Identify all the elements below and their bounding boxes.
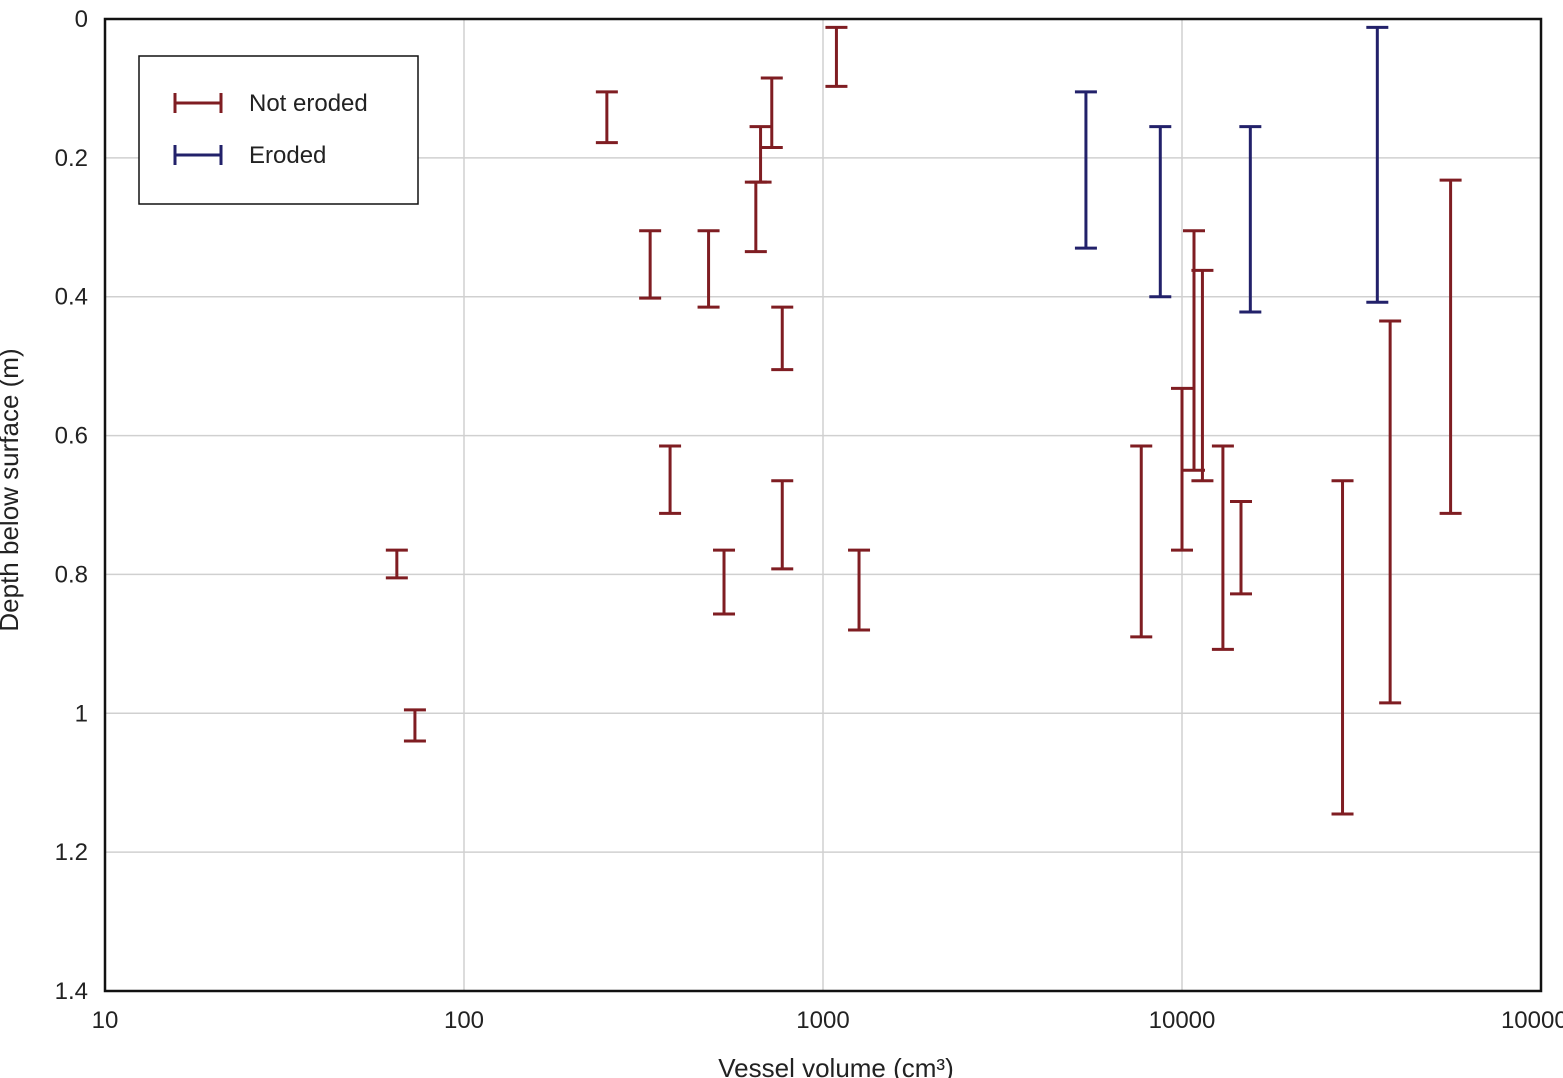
error-bar bbox=[1074, 90, 1097, 250]
error-bar bbox=[771, 479, 794, 571]
error-bar bbox=[744, 180, 767, 254]
x-axis-title: Vessel volume (cm³) bbox=[718, 1053, 954, 1078]
error-bar bbox=[595, 90, 618, 145]
y-axis-title: Depth below surface (m) bbox=[0, 348, 24, 631]
error-bar bbox=[1130, 444, 1153, 639]
error-bar bbox=[697, 229, 720, 309]
error-bar bbox=[1171, 386, 1193, 552]
legend-symbol bbox=[173, 145, 223, 165]
y-tick-label: 0.4 bbox=[55, 284, 88, 311]
y-tick-labels: 0 0.2 0.4 0.6 0.8 1 1.2 1.4 bbox=[55, 6, 88, 1005]
error-bar bbox=[1239, 125, 1262, 314]
legend-symbol bbox=[173, 93, 223, 113]
x-tick-label: 100 bbox=[444, 1007, 484, 1034]
error-bar bbox=[749, 125, 772, 184]
y-tick-label: 0 bbox=[75, 6, 88, 33]
y-tick-label: 0.2 bbox=[55, 145, 88, 172]
legend-label: Eroded bbox=[249, 142, 326, 169]
error-bar bbox=[403, 708, 426, 743]
error-bars bbox=[385, 25, 1462, 816]
series-eroded bbox=[1074, 25, 1389, 314]
error-bar bbox=[1211, 444, 1234, 651]
error-bar bbox=[1191, 268, 1214, 483]
error-bar bbox=[771, 305, 794, 372]
y-tick-label: 1.4 bbox=[55, 978, 88, 1005]
error-bar bbox=[1331, 479, 1354, 816]
error-bar bbox=[1149, 125, 1172, 299]
plot-frame bbox=[103, 17, 1543, 993]
x-tick-label: 10000 bbox=[1149, 1007, 1216, 1034]
legend-label: Not eroded bbox=[249, 90, 368, 117]
legend-box bbox=[138, 55, 419, 205]
error-bar bbox=[639, 229, 662, 300]
error-bar bbox=[659, 444, 682, 515]
series-not-eroded bbox=[385, 25, 1462, 816]
error-bar bbox=[1230, 500, 1253, 596]
legend: Not eroded Eroded bbox=[138, 55, 419, 205]
error-bar bbox=[1379, 319, 1402, 705]
error-bar bbox=[713, 548, 736, 616]
error-bar bbox=[1439, 178, 1462, 515]
y-tick-label: 1 bbox=[75, 700, 88, 727]
legend-item: Not eroded bbox=[173, 90, 368, 117]
legend-items: Not eroded Eroded bbox=[173, 90, 368, 169]
error-bar bbox=[1366, 25, 1389, 304]
y-tick-label: 1.2 bbox=[55, 839, 88, 866]
error-bar bbox=[848, 548, 871, 632]
y-tick-label: 0.6 bbox=[55, 423, 88, 450]
x-tick-label: 10 bbox=[92, 1007, 119, 1034]
legend-item: Eroded bbox=[173, 142, 326, 169]
x-tick-label: 1000 bbox=[796, 1007, 849, 1034]
error-bar bbox=[825, 25, 848, 88]
error-bar bbox=[385, 548, 408, 580]
error-bar bbox=[760, 76, 783, 149]
y-tick-label: 0.8 bbox=[55, 561, 88, 588]
